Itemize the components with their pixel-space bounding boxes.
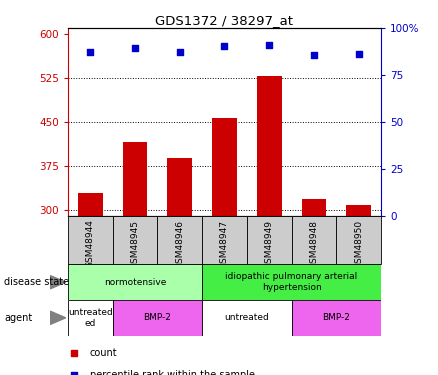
Point bbox=[278, 277, 285, 283]
FancyBboxPatch shape bbox=[202, 300, 292, 336]
FancyBboxPatch shape bbox=[336, 216, 381, 264]
Bar bbox=[212, 118, 237, 375]
Text: GSM48949: GSM48949 bbox=[265, 219, 274, 268]
FancyBboxPatch shape bbox=[68, 300, 113, 336]
Bar bbox=[302, 199, 326, 375]
Point bbox=[355, 51, 362, 57]
Bar bbox=[123, 142, 147, 375]
Polygon shape bbox=[50, 276, 66, 289]
Bar bbox=[346, 205, 371, 375]
Text: GSM48950: GSM48950 bbox=[354, 219, 363, 268]
FancyBboxPatch shape bbox=[113, 300, 202, 336]
FancyBboxPatch shape bbox=[157, 216, 202, 264]
Text: count: count bbox=[90, 348, 117, 358]
Text: untreated: untreated bbox=[224, 314, 269, 322]
FancyBboxPatch shape bbox=[113, 216, 157, 264]
FancyBboxPatch shape bbox=[202, 264, 381, 300]
Text: GSM48947: GSM48947 bbox=[220, 219, 229, 268]
Point bbox=[278, 72, 285, 78]
Text: GSM48944: GSM48944 bbox=[86, 219, 95, 268]
FancyBboxPatch shape bbox=[247, 216, 292, 264]
Text: disease state: disease state bbox=[4, 277, 70, 287]
Title: GDS1372 / 38297_at: GDS1372 / 38297_at bbox=[155, 14, 293, 27]
FancyBboxPatch shape bbox=[202, 216, 247, 264]
Polygon shape bbox=[50, 311, 66, 324]
Text: GSM48946: GSM48946 bbox=[175, 219, 184, 268]
Text: percentile rank within the sample: percentile rank within the sample bbox=[90, 370, 255, 375]
Point bbox=[87, 49, 94, 55]
Text: GSM48948: GSM48948 bbox=[310, 219, 318, 268]
Bar bbox=[257, 76, 282, 375]
Bar bbox=[167, 158, 192, 375]
Text: agent: agent bbox=[4, 313, 32, 323]
Text: normotensive: normotensive bbox=[104, 278, 166, 286]
FancyBboxPatch shape bbox=[68, 264, 202, 300]
Point bbox=[176, 49, 183, 55]
FancyBboxPatch shape bbox=[292, 300, 381, 336]
Point bbox=[221, 43, 228, 49]
Point bbox=[131, 45, 138, 51]
Text: BMP-2: BMP-2 bbox=[143, 314, 171, 322]
Point bbox=[266, 42, 273, 48]
FancyBboxPatch shape bbox=[68, 216, 113, 264]
Bar bbox=[78, 194, 102, 375]
Point bbox=[311, 53, 318, 58]
Text: idiopathic pulmonary arterial
hypertension: idiopathic pulmonary arterial hypertensi… bbox=[226, 273, 358, 292]
Text: BMP-2: BMP-2 bbox=[322, 314, 350, 322]
FancyBboxPatch shape bbox=[292, 216, 336, 264]
Text: untreated
ed: untreated ed bbox=[68, 308, 113, 327]
Text: GSM48945: GSM48945 bbox=[131, 219, 139, 268]
